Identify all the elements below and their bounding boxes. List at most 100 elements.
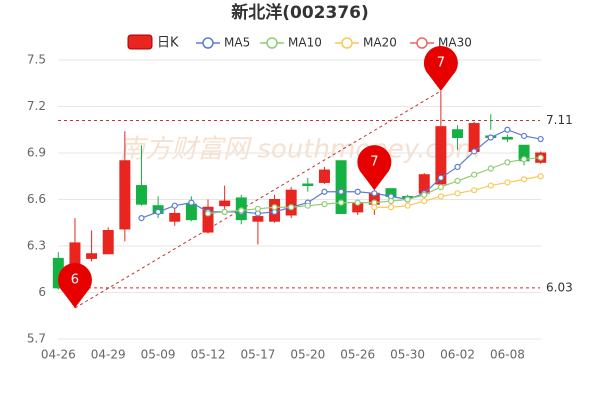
x-tick-label: 05-30 bbox=[390, 348, 425, 362]
pin-label: 7 bbox=[370, 155, 378, 170]
ma-point bbox=[288, 204, 295, 211]
ma-point bbox=[421, 191, 428, 198]
ma-point bbox=[321, 188, 328, 195]
ma-point bbox=[321, 201, 328, 208]
ma-point bbox=[337, 199, 345, 206]
ma-point bbox=[204, 210, 212, 217]
legend-label: MA10 bbox=[288, 36, 322, 50]
ma-point bbox=[387, 197, 395, 205]
ma-point bbox=[271, 204, 278, 211]
ma-point bbox=[537, 135, 544, 143]
legend-label: MA30 bbox=[438, 36, 472, 50]
ma-point bbox=[371, 190, 378, 197]
ma-point bbox=[238, 207, 245, 214]
ma-point bbox=[504, 179, 511, 186]
candle-body bbox=[135, 185, 147, 205]
candle-body bbox=[285, 189, 297, 216]
ma-point bbox=[487, 165, 494, 172]
x-tick-label: 04-26 bbox=[41, 348, 76, 362]
y-tick-label: 6.9 bbox=[27, 146, 46, 160]
x-tick-label: 06-02 bbox=[440, 348, 475, 362]
candle-body bbox=[202, 206, 214, 233]
ma-point bbox=[504, 126, 511, 133]
y-tick-label: 6.3 bbox=[27, 239, 46, 253]
candle-body bbox=[318, 169, 330, 183]
legend-swatch bbox=[341, 37, 353, 49]
ma-point bbox=[437, 184, 444, 191]
ma-point bbox=[487, 134, 494, 141]
candle-body bbox=[119, 160, 131, 230]
ma-point bbox=[371, 204, 378, 211]
pin bbox=[57, 262, 92, 308]
ma-point bbox=[487, 182, 494, 189]
ma-point bbox=[504, 159, 511, 166]
y-tick-label: 6.6 bbox=[27, 192, 46, 206]
ma-point bbox=[454, 163, 461, 171]
ma-point bbox=[520, 176, 528, 183]
ma-point bbox=[454, 190, 461, 197]
ma-point bbox=[471, 187, 478, 194]
candle-body bbox=[252, 216, 264, 222]
pin-label: 6 bbox=[71, 273, 79, 288]
candle-body bbox=[185, 203, 197, 221]
ma-point bbox=[254, 205, 262, 212]
pin-label: 7 bbox=[437, 56, 445, 71]
ma-point bbox=[171, 202, 178, 209]
ma-point bbox=[404, 196, 411, 203]
ma-point bbox=[471, 171, 478, 178]
x-tick-label: 05-26 bbox=[340, 348, 375, 362]
ma-point bbox=[387, 204, 395, 211]
candle-body bbox=[302, 183, 314, 187]
candle-body bbox=[501, 137, 513, 140]
candle-body bbox=[102, 230, 114, 255]
x-tick-label: 04-29 bbox=[91, 348, 126, 362]
watermark: 南方财富网 southmoney.com bbox=[119, 135, 481, 165]
ma-point bbox=[520, 132, 528, 140]
legend-label: MA5 bbox=[224, 36, 250, 50]
candle-body bbox=[468, 123, 480, 152]
pin bbox=[423, 45, 458, 91]
ma-point bbox=[337, 188, 345, 195]
x-tick-label: 05-12 bbox=[191, 348, 226, 362]
ma-point bbox=[520, 156, 528, 163]
x-tick-label: 06-08 bbox=[490, 348, 525, 362]
y-tick-label: 6 bbox=[38, 285, 46, 299]
candle-body bbox=[335, 160, 347, 214]
legend-swatch bbox=[266, 37, 278, 49]
candle-body bbox=[169, 212, 181, 222]
candle-body bbox=[435, 126, 447, 185]
y-tick-label: 5.7 bbox=[27, 332, 46, 346]
y-tick-label: 7.5 bbox=[27, 53, 46, 67]
legend-label: 日K bbox=[157, 36, 179, 51]
reference-label: 6.03 bbox=[546, 280, 573, 294]
candle-body bbox=[452, 129, 464, 138]
ma-point bbox=[537, 173, 544, 180]
y-tick-label: 7.2 bbox=[27, 99, 46, 113]
legend-swatch bbox=[416, 37, 428, 49]
ma-point bbox=[221, 208, 228, 215]
ma-point bbox=[537, 154, 544, 161]
ma-point bbox=[454, 177, 461, 184]
candle-body bbox=[86, 253, 98, 259]
ma-point bbox=[404, 202, 411, 209]
reference-label: 7.11 bbox=[546, 113, 573, 127]
ma-point bbox=[437, 174, 444, 181]
legend-swatch bbox=[202, 37, 214, 49]
legend-swatch bbox=[127, 34, 153, 50]
ma-point bbox=[437, 193, 444, 200]
chart-title: 新北洋(002376) bbox=[231, 2, 369, 23]
ma-point bbox=[471, 148, 478, 155]
ma-point bbox=[155, 208, 162, 215]
ma-point bbox=[138, 215, 145, 222]
ma-point bbox=[304, 202, 311, 209]
ma-point bbox=[421, 197, 428, 205]
x-tick-label: 05-20 bbox=[290, 348, 325, 362]
candle-body bbox=[219, 200, 231, 207]
x-tick-label: 05-17 bbox=[240, 348, 275, 362]
ma-point bbox=[188, 199, 195, 206]
legend-label: MA20 bbox=[363, 36, 397, 50]
ma-point bbox=[354, 199, 361, 206]
pin bbox=[357, 145, 392, 191]
ma-point bbox=[354, 188, 361, 195]
